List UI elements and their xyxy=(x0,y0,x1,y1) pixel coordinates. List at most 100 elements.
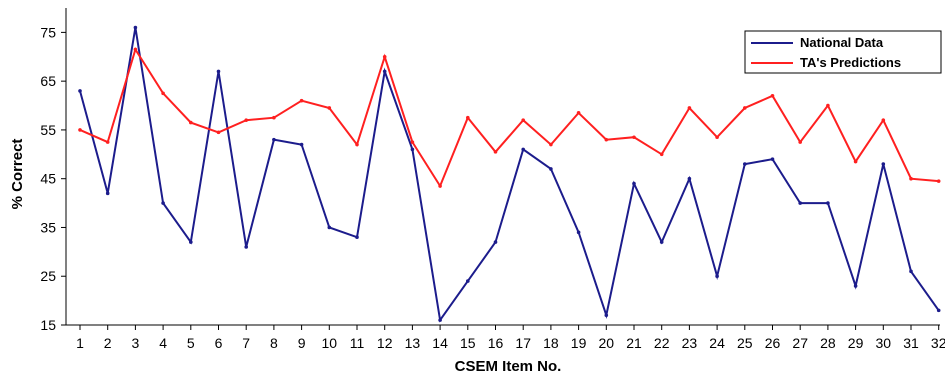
data-point xyxy=(272,137,276,142)
data-point xyxy=(244,245,248,249)
data-point xyxy=(521,147,525,152)
x-axis-ticks: 1 2 3 4 5 6 7 8 9 10 11 12 13 14 15 16 17 18 19 20 21 22 23 24 2… xyxy=(76,325,945,351)
x-tick-label: 9 xyxy=(298,335,306,351)
legend-label-national-data: National Data xyxy=(800,35,884,50)
x-tick-label: 15 xyxy=(460,335,476,351)
x-tick-label: 3 xyxy=(132,335,140,351)
data-point xyxy=(881,162,886,166)
data-point xyxy=(632,135,636,140)
data-point xyxy=(299,142,304,147)
x-tick-label: 19 xyxy=(571,335,587,351)
legend: National Data TA's Predictions xyxy=(744,30,942,74)
y-axis-ticks: 15 25 35 45 55 65 75 xyxy=(40,24,66,333)
data-point xyxy=(327,225,332,230)
data-point xyxy=(687,106,692,110)
x-tick-label: 21 xyxy=(626,335,642,351)
data-point xyxy=(715,135,719,140)
x-tick-label: 29 xyxy=(848,335,864,351)
series-national-data xyxy=(78,25,941,323)
data-point xyxy=(189,240,193,244)
x-tick-label: 16 xyxy=(488,335,504,351)
data-point xyxy=(382,69,387,74)
legend-box xyxy=(744,30,942,74)
data-point xyxy=(715,274,719,279)
series-layer xyxy=(78,25,941,323)
series-ta-s-predictions xyxy=(78,47,941,189)
data-point xyxy=(466,115,470,120)
y-tick-label: 65 xyxy=(40,73,56,89)
data-point xyxy=(687,176,692,181)
legend-label-tas-predictions: TA's Predictions xyxy=(800,55,901,70)
x-tick-label: 23 xyxy=(682,335,698,351)
x-tick-label: 6 xyxy=(215,335,223,351)
y-tick-label: 75 xyxy=(40,24,56,40)
data-point xyxy=(936,308,941,313)
x-tick-label: 2 xyxy=(104,335,112,351)
data-point xyxy=(216,69,221,74)
y-tick-label: 25 xyxy=(40,268,56,284)
x-tick-label: 13 xyxy=(405,335,421,351)
x-tick-label: 32 xyxy=(931,335,945,351)
x-tick-label: 11 xyxy=(350,335,365,351)
data-point xyxy=(770,157,775,161)
x-tick-label: 12 xyxy=(377,335,393,351)
data-point xyxy=(78,128,82,132)
data-point xyxy=(909,269,913,274)
x-axis-title: CSEM Item No. xyxy=(455,358,562,375)
data-point xyxy=(272,115,276,120)
series-line-national-data xyxy=(79,27,940,323)
x-tick-label: 30 xyxy=(876,335,892,351)
x-tick-label: 31 xyxy=(903,335,919,351)
x-tick-label: 22 xyxy=(654,335,670,351)
y-tick-label: 45 xyxy=(40,171,56,187)
x-tick-label: 14 xyxy=(432,335,448,351)
data-point xyxy=(743,162,747,166)
y-axis-title: % Correct xyxy=(9,139,26,210)
data-point xyxy=(826,103,830,108)
data-point xyxy=(909,176,913,181)
data-point xyxy=(78,89,82,93)
y-tick-label: 55 xyxy=(40,122,56,138)
data-point xyxy=(410,140,415,144)
x-tick-label: 4 xyxy=(159,335,167,351)
x-tick-label: 25 xyxy=(737,335,753,351)
data-point xyxy=(798,140,802,144)
data-point xyxy=(438,184,442,188)
x-tick-label: 20 xyxy=(599,335,615,351)
data-point xyxy=(382,54,387,59)
data-point xyxy=(299,98,304,103)
x-tick-label: 24 xyxy=(709,335,725,351)
data-point xyxy=(549,167,553,171)
data-point xyxy=(853,159,858,164)
data-point xyxy=(549,142,553,147)
data-point xyxy=(826,201,830,205)
data-point xyxy=(604,313,609,318)
data-point xyxy=(189,120,193,125)
data-point xyxy=(105,191,110,196)
data-point xyxy=(604,137,609,142)
data-point xyxy=(659,240,664,244)
data-point xyxy=(521,118,525,122)
data-point xyxy=(133,47,138,52)
data-point xyxy=(327,106,332,110)
data-point xyxy=(161,201,165,205)
x-tick-label: 10 xyxy=(322,335,338,351)
x-tick-label: 7 xyxy=(242,335,250,351)
data-point xyxy=(244,118,248,122)
data-point xyxy=(438,318,442,322)
data-point xyxy=(659,152,664,157)
data-point xyxy=(936,179,941,183)
x-tick-label: 18 xyxy=(543,335,559,351)
data-point xyxy=(466,279,470,283)
x-tick-label: 1 xyxy=(76,335,84,351)
x-tick-label: 8 xyxy=(270,335,278,351)
x-tick-label: 28 xyxy=(820,335,836,351)
data-point xyxy=(105,140,110,144)
data-point xyxy=(576,111,581,115)
data-point xyxy=(493,150,498,154)
data-point xyxy=(133,25,138,30)
y-tick-label: 35 xyxy=(40,219,56,235)
data-point xyxy=(161,91,165,96)
